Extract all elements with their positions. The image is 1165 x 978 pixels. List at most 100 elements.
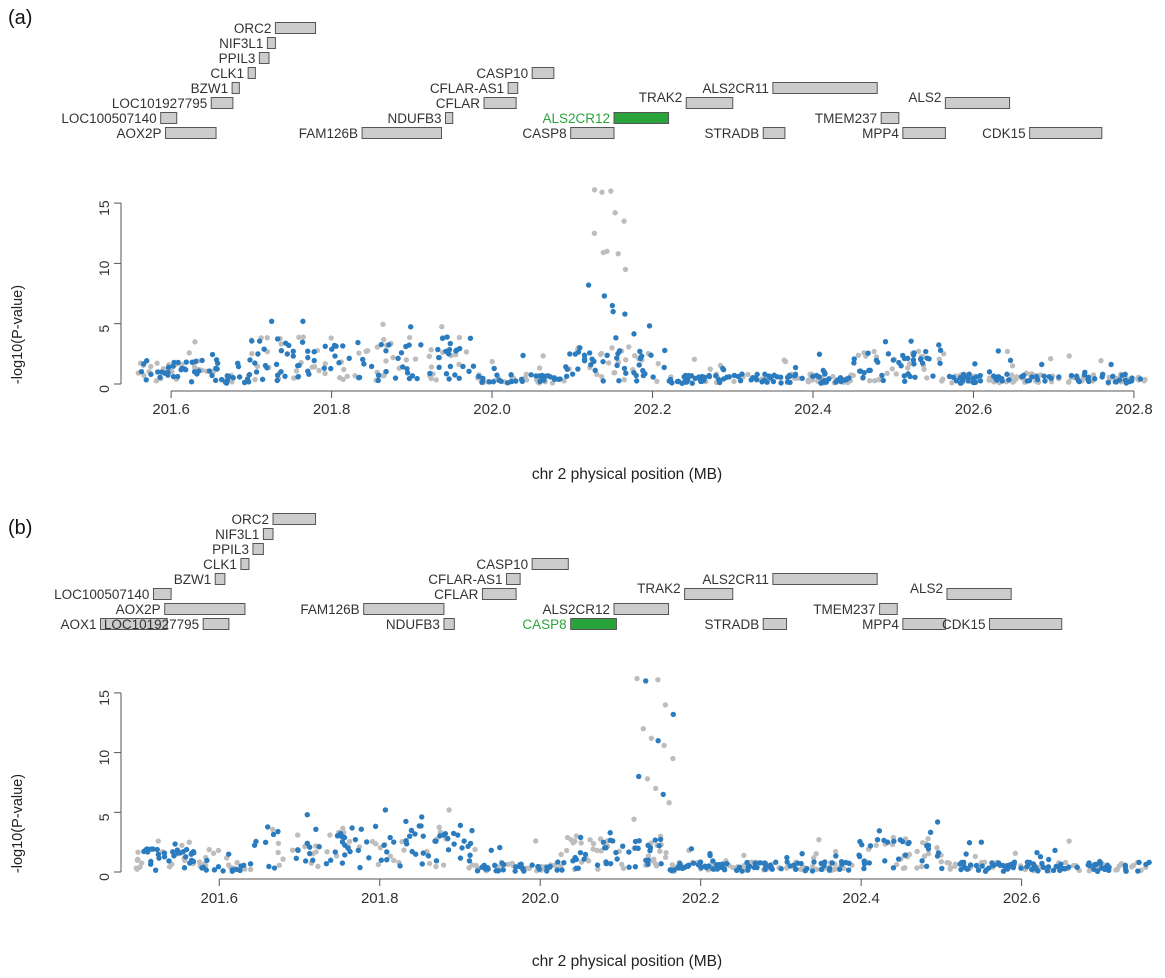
gene-box	[762, 618, 788, 630]
snp-point	[882, 858, 888, 864]
snp-point	[261, 346, 267, 352]
snp-point	[333, 343, 339, 349]
gene-label: ALS2	[908, 90, 941, 105]
gene-label: AOX1	[60, 617, 96, 632]
snp-point	[575, 366, 581, 372]
snp-point	[256, 338, 263, 344]
x-tick-label: 202.0	[521, 890, 559, 907]
gene-label: ALS2CR11	[702, 572, 769, 587]
gene-box	[570, 127, 615, 139]
snp-point	[608, 188, 614, 194]
snp-point	[603, 845, 609, 851]
snp-point	[1085, 862, 1091, 868]
snp-point	[577, 345, 583, 351]
gene-box	[880, 112, 900, 124]
snp-point	[735, 373, 741, 380]
snp-point	[861, 865, 867, 872]
snp-point	[600, 839, 607, 845]
snp-point	[675, 865, 681, 871]
snp-point	[138, 368, 145, 375]
snp-point	[1136, 859, 1142, 866]
snp-point	[491, 365, 497, 372]
y-tick-label: 5	[96, 325, 112, 333]
points-grey	[133, 675, 1149, 874]
snp-point	[381, 842, 387, 848]
snp-point	[293, 855, 300, 861]
snp-point	[275, 840, 282, 847]
snp-point	[604, 248, 610, 255]
snp-point	[419, 861, 425, 867]
gene-box	[252, 543, 264, 555]
panel-label: (a)	[8, 7, 32, 29]
gene-label: ALS2CR12	[542, 602, 610, 617]
snp-point	[275, 828, 281, 835]
snp-point	[1014, 374, 1020, 380]
snp-point	[375, 861, 382, 868]
snp-point	[597, 351, 604, 358]
snp-point	[581, 352, 588, 358]
snp-point	[559, 867, 565, 873]
snp-point	[1007, 357, 1014, 364]
snp-point	[179, 842, 185, 849]
x-tick-label: 202.0	[473, 401, 511, 418]
snp-point	[636, 362, 642, 368]
snp-point	[156, 855, 162, 861]
snp-point	[645, 857, 651, 863]
snp-point	[356, 374, 363, 381]
snp-point	[344, 373, 350, 379]
snp-point	[873, 842, 879, 848]
snp-point	[811, 859, 817, 865]
snp-point	[291, 375, 297, 381]
snp-point	[607, 830, 613, 836]
snp-point	[192, 339, 198, 345]
snp-point	[391, 857, 397, 864]
snp-point	[315, 863, 321, 870]
snp-point	[614, 362, 620, 369]
snp-point	[1098, 357, 1104, 364]
snp-point	[364, 348, 371, 354]
snp-point	[1039, 860, 1045, 867]
gene-label: PPIL3	[219, 51, 256, 66]
snp-point	[469, 827, 475, 834]
snp-point	[529, 862, 535, 868]
snp-point	[387, 853, 394, 859]
snp-point	[247, 861, 254, 867]
snp-point	[940, 351, 947, 357]
snp-point	[445, 835, 451, 842]
snp-point	[327, 832, 333, 838]
snp-point	[412, 356, 419, 362]
snp-point	[408, 827, 415, 834]
snp-point	[189, 359, 195, 365]
snp-point	[433, 377, 439, 383]
snp-point	[153, 378, 160, 384]
snp-point	[716, 861, 722, 868]
snp-point	[822, 377, 828, 384]
snp-point	[328, 335, 334, 341]
snp-point	[249, 338, 255, 344]
snp-point	[361, 361, 367, 367]
snp-point	[474, 868, 481, 874]
snp-point	[774, 374, 780, 380]
gene-box	[481, 588, 517, 600]
snp-point	[194, 371, 200, 377]
snp-point	[154, 360, 160, 366]
snp-point	[607, 860, 614, 867]
snp-point	[857, 838, 863, 845]
snp-point	[647, 847, 653, 854]
gene-label: CDK15	[982, 126, 1026, 141]
gene-label: ALS2	[910, 581, 943, 596]
gene-box	[202, 618, 230, 630]
snp-point	[754, 377, 760, 383]
snp-point	[305, 348, 311, 354]
snp-point	[652, 837, 659, 843]
snp-point	[856, 853, 863, 860]
gene-label: STRADB	[704, 126, 759, 141]
snp-point	[363, 839, 370, 845]
snp-point	[563, 364, 569, 370]
snp-point	[612, 210, 618, 216]
snp-point	[599, 189, 605, 195]
snp-point	[545, 373, 551, 379]
snp-point	[452, 372, 458, 378]
snp-point	[893, 371, 900, 377]
snp-point	[1009, 363, 1016, 369]
